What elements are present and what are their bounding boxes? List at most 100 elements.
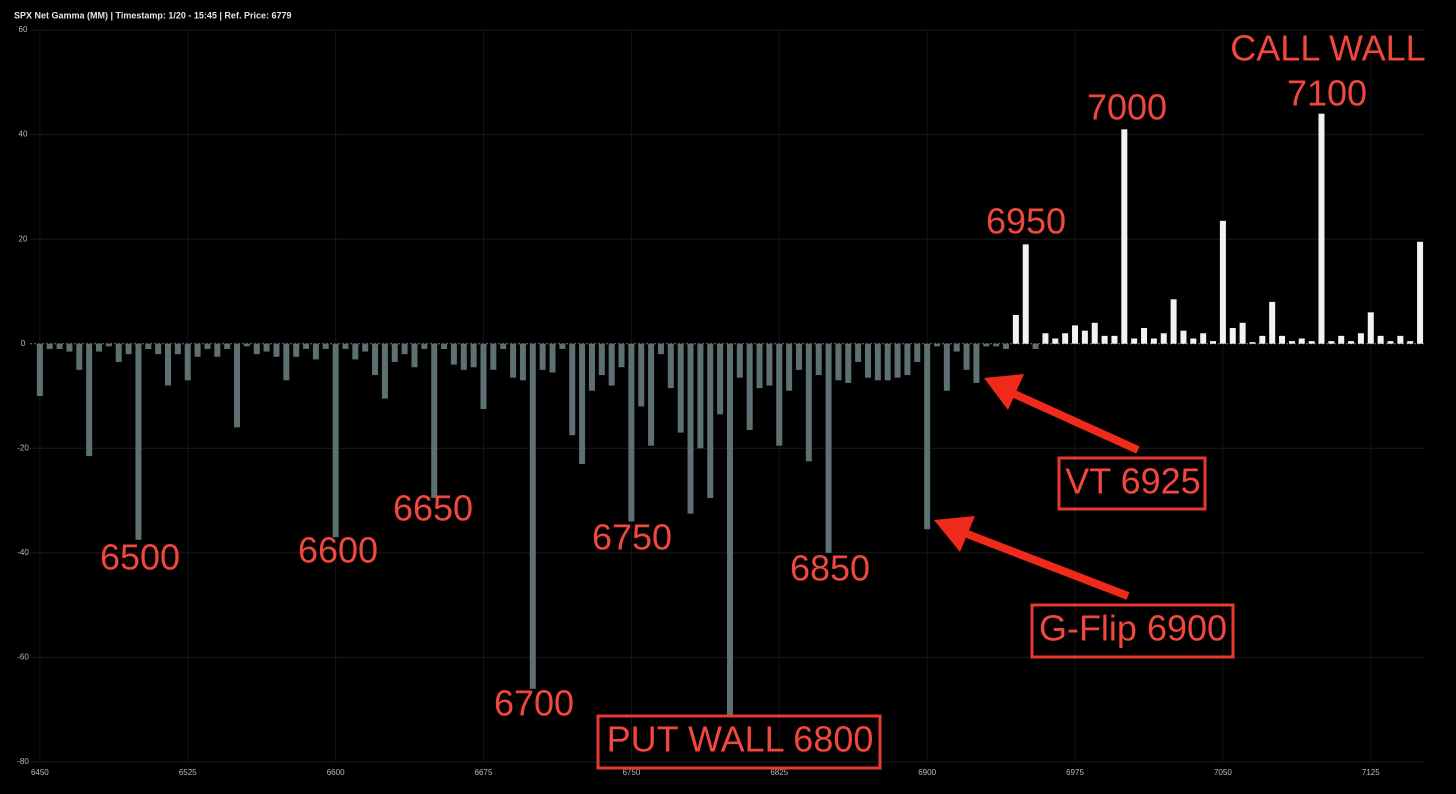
bar [963, 343, 970, 370]
annotation: G-Flip 6900 [1039, 608, 1227, 649]
bar [155, 343, 162, 355]
bar [480, 343, 487, 410]
bar [470, 343, 477, 368]
bar [381, 343, 388, 399]
bar [56, 343, 63, 349]
annotation: 6500 [100, 537, 180, 578]
bar [677, 343, 684, 433]
bar [1249, 342, 1256, 344]
bar [1328, 341, 1335, 344]
bar [1081, 330, 1088, 344]
y-tick-label: 60 [19, 25, 28, 34]
bar [165, 343, 172, 386]
bar [845, 343, 852, 383]
bar [776, 343, 783, 446]
bar [924, 343, 931, 530]
bar [1417, 241, 1424, 344]
annotation: 6700 [494, 683, 574, 724]
bar [105, 343, 112, 347]
bar [194, 343, 201, 357]
bar [66, 343, 73, 352]
x-tick-label: 6750 [622, 768, 640, 777]
bar [1160, 333, 1167, 344]
bar [1200, 333, 1207, 344]
bar [914, 343, 921, 363]
annotation: 7100 [1287, 73, 1367, 114]
bar [1121, 129, 1128, 344]
bar [1397, 335, 1404, 344]
bar [1131, 338, 1138, 344]
bar [1052, 338, 1059, 344]
bar [904, 343, 911, 376]
bar [1012, 314, 1019, 344]
annotation: 6950 [986, 201, 1066, 242]
bar [342, 343, 349, 349]
x-tick-label: 7050 [1214, 768, 1232, 777]
bar [184, 343, 191, 381]
bar [1141, 328, 1148, 344]
bar [1288, 341, 1295, 344]
x-tick-label: 6975 [1066, 768, 1084, 777]
bar [293, 343, 300, 357]
x-tick-label: 6525 [179, 768, 197, 777]
annotation: CALL WALL [1230, 28, 1425, 69]
annotation: 7000 [1087, 87, 1167, 128]
y-tick-label: 40 [19, 130, 28, 139]
bar [855, 343, 862, 363]
y-tick-label: -60 [17, 653, 29, 662]
bar [766, 343, 773, 386]
x-tick-label: 6900 [918, 768, 936, 777]
bar [529, 343, 536, 689]
bar [224, 343, 231, 349]
bar [648, 343, 655, 446]
bar [588, 343, 595, 391]
bar [1239, 322, 1246, 344]
bar [352, 343, 359, 360]
bar [795, 343, 802, 370]
bar [736, 343, 743, 378]
bar [1229, 328, 1236, 344]
bar [717, 343, 724, 415]
bar [943, 343, 950, 391]
bar [1170, 299, 1177, 344]
bar [1150, 338, 1157, 344]
bar [1022, 244, 1029, 344]
bar [431, 343, 438, 498]
bar [46, 343, 53, 349]
bar [1348, 341, 1355, 344]
arrows [934, 374, 1140, 600]
bar [1387, 341, 1394, 344]
annotation: 6650 [393, 488, 473, 529]
bar [312, 343, 319, 360]
annotations: 6500 6600 6650 6700 6750 PUT WALL 6800 6850 695… [100, 28, 1426, 760]
bar [411, 343, 418, 368]
bar [510, 343, 517, 378]
bar [539, 343, 546, 370]
bar [450, 343, 457, 365]
bar [667, 343, 674, 389]
arrow-shaft [1008, 388, 1140, 454]
bar [1072, 325, 1079, 344]
x-tick-label: 6450 [31, 768, 49, 777]
bar [214, 343, 221, 357]
bar [983, 343, 990, 347]
x-tick-label: 6600 [327, 768, 345, 777]
bar [549, 343, 556, 373]
bar [864, 343, 871, 378]
bar [825, 343, 832, 553]
bar [598, 343, 605, 376]
arrow-head [934, 516, 975, 552]
bar [500, 343, 507, 349]
y-tick-label: -40 [17, 548, 29, 557]
bar [894, 343, 901, 378]
bar [1367, 312, 1374, 344]
bar [322, 343, 329, 349]
bar [569, 343, 576, 436]
bar [372, 343, 379, 376]
bar [421, 343, 428, 349]
bar [1407, 341, 1414, 344]
bar [490, 343, 497, 370]
bar [1062, 333, 1069, 344]
bar [1180, 330, 1187, 344]
